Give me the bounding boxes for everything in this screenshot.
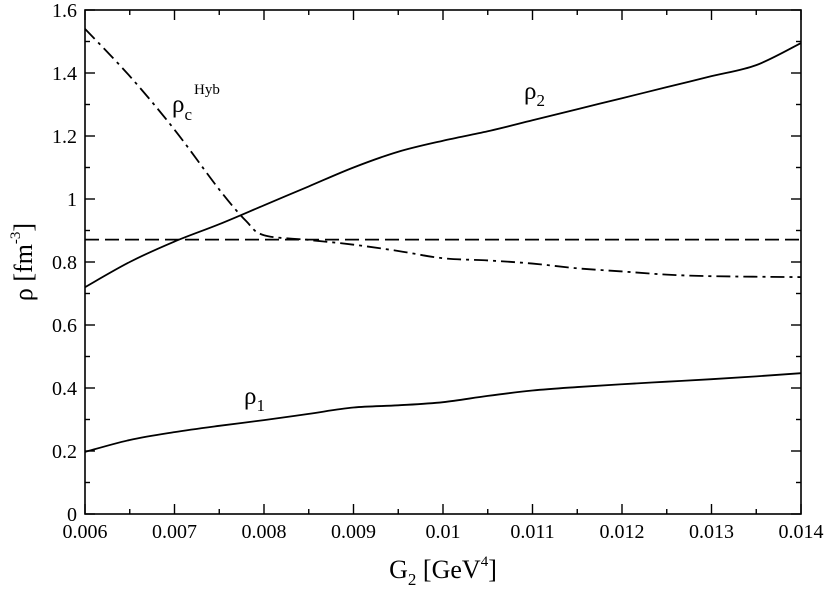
x-tick-label: 0.013 (689, 521, 734, 543)
x-tick-label: 0.008 (242, 521, 287, 543)
series-rho-2-line (84, 42, 802, 288)
x-tick-label: 0.006 (63, 521, 108, 543)
y-tick-label: 0.4 (52, 378, 77, 400)
y-tick-label: 1.2 (52, 126, 77, 148)
series-lines (84, 28, 802, 453)
x-tick-label: 0.009 (331, 521, 376, 543)
series-rho-1-line (84, 372, 802, 453)
series-label-rho-1: ρ1 (244, 383, 265, 415)
x-tick-label: 0.012 (600, 521, 645, 543)
y-tick-label: 0.8 (52, 252, 77, 274)
y-tick-label: 0.2 (52, 441, 77, 463)
x-tick-label: 0.01 (426, 521, 461, 543)
plot-frame (84, 9, 802, 515)
series-rho-c-hyb-line (84, 28, 802, 279)
y-tick-label: 1 (67, 189, 77, 211)
y-tick-label: 0.6 (52, 315, 77, 337)
x-tick-label: 0.007 (152, 521, 197, 543)
series-label-rho-c-hyb: ρcHyb (172, 82, 220, 124)
series-label-rho-2: ρ2 (524, 78, 545, 110)
x-tick-label: 0.014 (779, 521, 824, 543)
y-axis-title: ρ [fm-3] (8, 223, 38, 301)
x-axis-title: G2 [GeV4] (389, 554, 497, 589)
tick-labels: 0.006 0.007 0.008 0.009 0.01 0.011 0.012 0.013 0… (52, 0, 824, 543)
y-tick-label: 1.6 (52, 0, 77, 22)
y-tick-label: 0 (67, 504, 77, 526)
y-tick-label: 1.4 (52, 63, 77, 85)
x-tick-label: 0.011 (510, 521, 554, 543)
ticks (84, 9, 802, 515)
